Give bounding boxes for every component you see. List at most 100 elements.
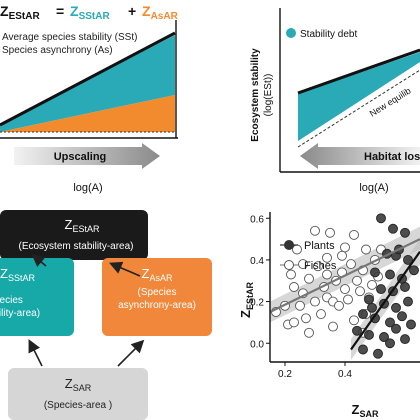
- sstar-z: Z: [0, 266, 8, 281]
- point-fishes-11: [310, 296, 320, 307]
- point-plants-9: [409, 265, 419, 276]
- point-plants-5: [403, 254, 413, 265]
- sstar-sub: SStAR: [8, 273, 36, 283]
- fit-lines: [270, 238, 420, 351]
- point-fishes-26: [343, 294, 353, 305]
- legend-d: Plants Fishes: [280, 240, 337, 272]
- point-plants-21: [352, 325, 362, 336]
- arrow-sstar-to-estar: [31, 253, 47, 268]
- legend-fishes-marker: [284, 260, 294, 270]
- xlabel-a: log(A): [73, 182, 102, 194]
- ylabel-d-z: Z: [238, 310, 253, 318]
- legend-ssat: Average species stability (SSt): [2, 32, 137, 43]
- asar-desc2: asynchrony-area): [118, 300, 196, 311]
- scatter-points: [271, 213, 419, 359]
- estar-sub: EStAR: [72, 224, 100, 234]
- asar-z: Z: [142, 266, 150, 281]
- point-fishes-27: [346, 259, 356, 270]
- y-tick-label-2: 0.4: [250, 256, 264, 267]
- legend-teal-dot: [286, 28, 296, 38]
- point-fishes-17: [322, 252, 332, 263]
- point-fishes-14: [316, 309, 326, 320]
- panel-b: New equilib Stability debt Ecosystem sta…: [250, 8, 420, 194]
- panel-c: ZEStAR (Ecosystem stability-area) ZSStAR…: [0, 210, 212, 420]
- point-plants-27: [373, 348, 383, 359]
- legend-fishes-label: Fishes: [304, 260, 337, 272]
- upscaling-arrow: Upscaling: [14, 143, 160, 169]
- point-plants-13: [364, 294, 374, 305]
- point-fishes-40: [304, 327, 314, 338]
- point-fishes-30: [355, 286, 365, 297]
- point-fishes-29: [352, 275, 362, 286]
- xlabel-d-sub: SAR: [359, 409, 379, 419]
- sar-desc: (Species-area ): [44, 400, 112, 411]
- sar-z: Z: [65, 376, 73, 391]
- point-plants-24: [391, 323, 401, 334]
- point-fishes-25: [340, 242, 350, 253]
- eq-left-sub: EStAR: [9, 11, 41, 22]
- box-sstar: ZSStAR (Species stability-area): [0, 258, 74, 336]
- box-sar: ZSAR (Species-area ): [8, 368, 148, 420]
- eq-term1: Z: [70, 3, 79, 19]
- arrow-sar-to-sstar: [28, 339, 43, 367]
- point-fishes-8: [301, 313, 311, 324]
- eq-left: Z: [0, 3, 9, 19]
- upscaling-label: Upscaling: [54, 151, 107, 163]
- svg-text:ZSAR: ZSAR: [65, 376, 92, 393]
- panel-d: 0.00.20.40.60.2 0.4 Plants Fishes ZEStAR …: [238, 212, 420, 419]
- estar-z: Z: [65, 217, 73, 232]
- point-fishes-9: [304, 273, 314, 284]
- point-fishes-19: [328, 321, 338, 332]
- point-plants-29: [400, 334, 410, 345]
- y-tick-label-3: 0.6: [250, 214, 264, 225]
- point-fishes-3: [289, 317, 299, 328]
- teal-area: [0, 35, 175, 132]
- axis-ticks: 0.0 0.2 0.4 0.6 0.2 0.4: [250, 214, 352, 380]
- x-tick-label-0: 0.2: [278, 369, 292, 380]
- habitat-loss-label: Habitat loss: [364, 151, 420, 163]
- panel-a: ZEStAR = ZSStAR + ZAsAR Average species …: [0, 3, 179, 194]
- point-plants-25: [406, 319, 416, 330]
- fit-line-plants: [350, 250, 420, 351]
- point-fishes-18: [325, 227, 335, 238]
- legend-stability-debt: Stability debt: [300, 29, 357, 40]
- point-fishes-22: [334, 300, 344, 311]
- point-plants-2: [400, 227, 410, 238]
- point-plants-30: [367, 302, 377, 313]
- ylabel-d: ZEStAR: [238, 282, 255, 318]
- point-plants-6: [370, 267, 380, 278]
- point-plants-10: [376, 284, 386, 295]
- point-plants-23: [379, 332, 389, 342]
- point-fishes-43: [322, 269, 332, 280]
- current-line: [297, 48, 420, 95]
- orange-area: [0, 95, 175, 132]
- stability-debt-area: [298, 52, 420, 141]
- svg-text:ZAsAR: ZAsAR: [142, 266, 173, 283]
- svg-text:ZSStAR: ZSStAR: [0, 266, 35, 283]
- point-fishes-6: [295, 300, 305, 311]
- xlabel-d: ZSAR: [352, 402, 379, 419]
- sstar-desc1: (Species: [0, 295, 23, 306]
- point-fishes-35: [367, 279, 377, 290]
- box-estar: ZEStAR (Ecosystem stability-area): [0, 210, 148, 260]
- point-plants-28: [385, 338, 395, 349]
- ylabel-d-sub: EStAR: [245, 282, 255, 311]
- point-plants-22: [364, 329, 374, 340]
- xlabel-d-z: Z: [352, 402, 360, 417]
- point-fishes-12: [313, 261, 323, 272]
- point-plants-19: [385, 317, 395, 328]
- eq-term1-sub: SStAR: [79, 11, 111, 22]
- y-tick-label-0: 0.0: [250, 339, 264, 350]
- eq-term2: Z: [142, 3, 151, 19]
- legend-plants-marker: [284, 240, 294, 250]
- point-fishes-28: [349, 315, 359, 326]
- box-asar: ZAsAR (Species asynchrony-area): [102, 258, 212, 336]
- eq-plus: +: [128, 3, 136, 19]
- asar-desc1: (Species: [138, 287, 177, 298]
- eq-equals: =: [56, 3, 64, 19]
- svg-text:ZAsAR: ZAsAR: [142, 3, 179, 22]
- svg-text:ZEStAR: ZEStAR: [65, 217, 100, 234]
- sstar-desc2: stability-area): [0, 308, 40, 319]
- point-fishes-42: [298, 259, 308, 270]
- svg-text:ZEStAR: ZEStAR: [0, 3, 40, 22]
